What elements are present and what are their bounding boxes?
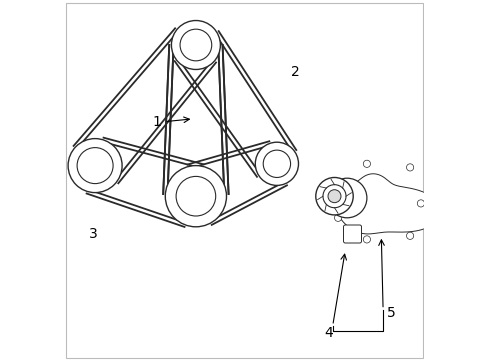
- Circle shape: [171, 21, 220, 69]
- Text: 5: 5: [386, 306, 395, 320]
- FancyBboxPatch shape: [343, 225, 361, 243]
- Circle shape: [327, 190, 340, 203]
- Circle shape: [363, 160, 370, 167]
- Circle shape: [68, 139, 122, 193]
- Circle shape: [416, 200, 424, 207]
- Circle shape: [406, 164, 413, 171]
- Circle shape: [165, 166, 226, 227]
- Text: 4: 4: [324, 326, 333, 340]
- Text: 2: 2: [291, 65, 300, 79]
- Circle shape: [334, 214, 341, 221]
- Polygon shape: [336, 174, 440, 234]
- Text: 3: 3: [89, 227, 98, 241]
- Circle shape: [255, 142, 298, 185]
- Circle shape: [326, 178, 366, 218]
- Circle shape: [406, 232, 413, 239]
- Circle shape: [315, 177, 352, 215]
- Circle shape: [363, 236, 370, 243]
- Text: 1: 1: [153, 116, 189, 129]
